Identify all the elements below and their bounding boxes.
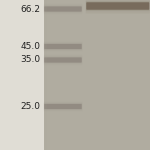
Text: 45.0: 45.0: [21, 42, 40, 51]
FancyBboxPatch shape: [44, 6, 82, 12]
FancyBboxPatch shape: [44, 57, 82, 63]
FancyBboxPatch shape: [44, 57, 82, 63]
Bar: [44, 0, 150, 150]
FancyBboxPatch shape: [44, 44, 82, 49]
FancyBboxPatch shape: [86, 0, 150, 12]
FancyBboxPatch shape: [86, 1, 150, 11]
FancyBboxPatch shape: [44, 43, 82, 50]
FancyBboxPatch shape: [44, 103, 82, 110]
Text: 66.2: 66.2: [21, 4, 40, 14]
FancyBboxPatch shape: [86, 2, 149, 10]
FancyBboxPatch shape: [44, 6, 82, 12]
FancyBboxPatch shape: [44, 104, 82, 109]
Text: 35.0: 35.0: [20, 56, 40, 64]
Text: 25.0: 25.0: [21, 102, 40, 111]
